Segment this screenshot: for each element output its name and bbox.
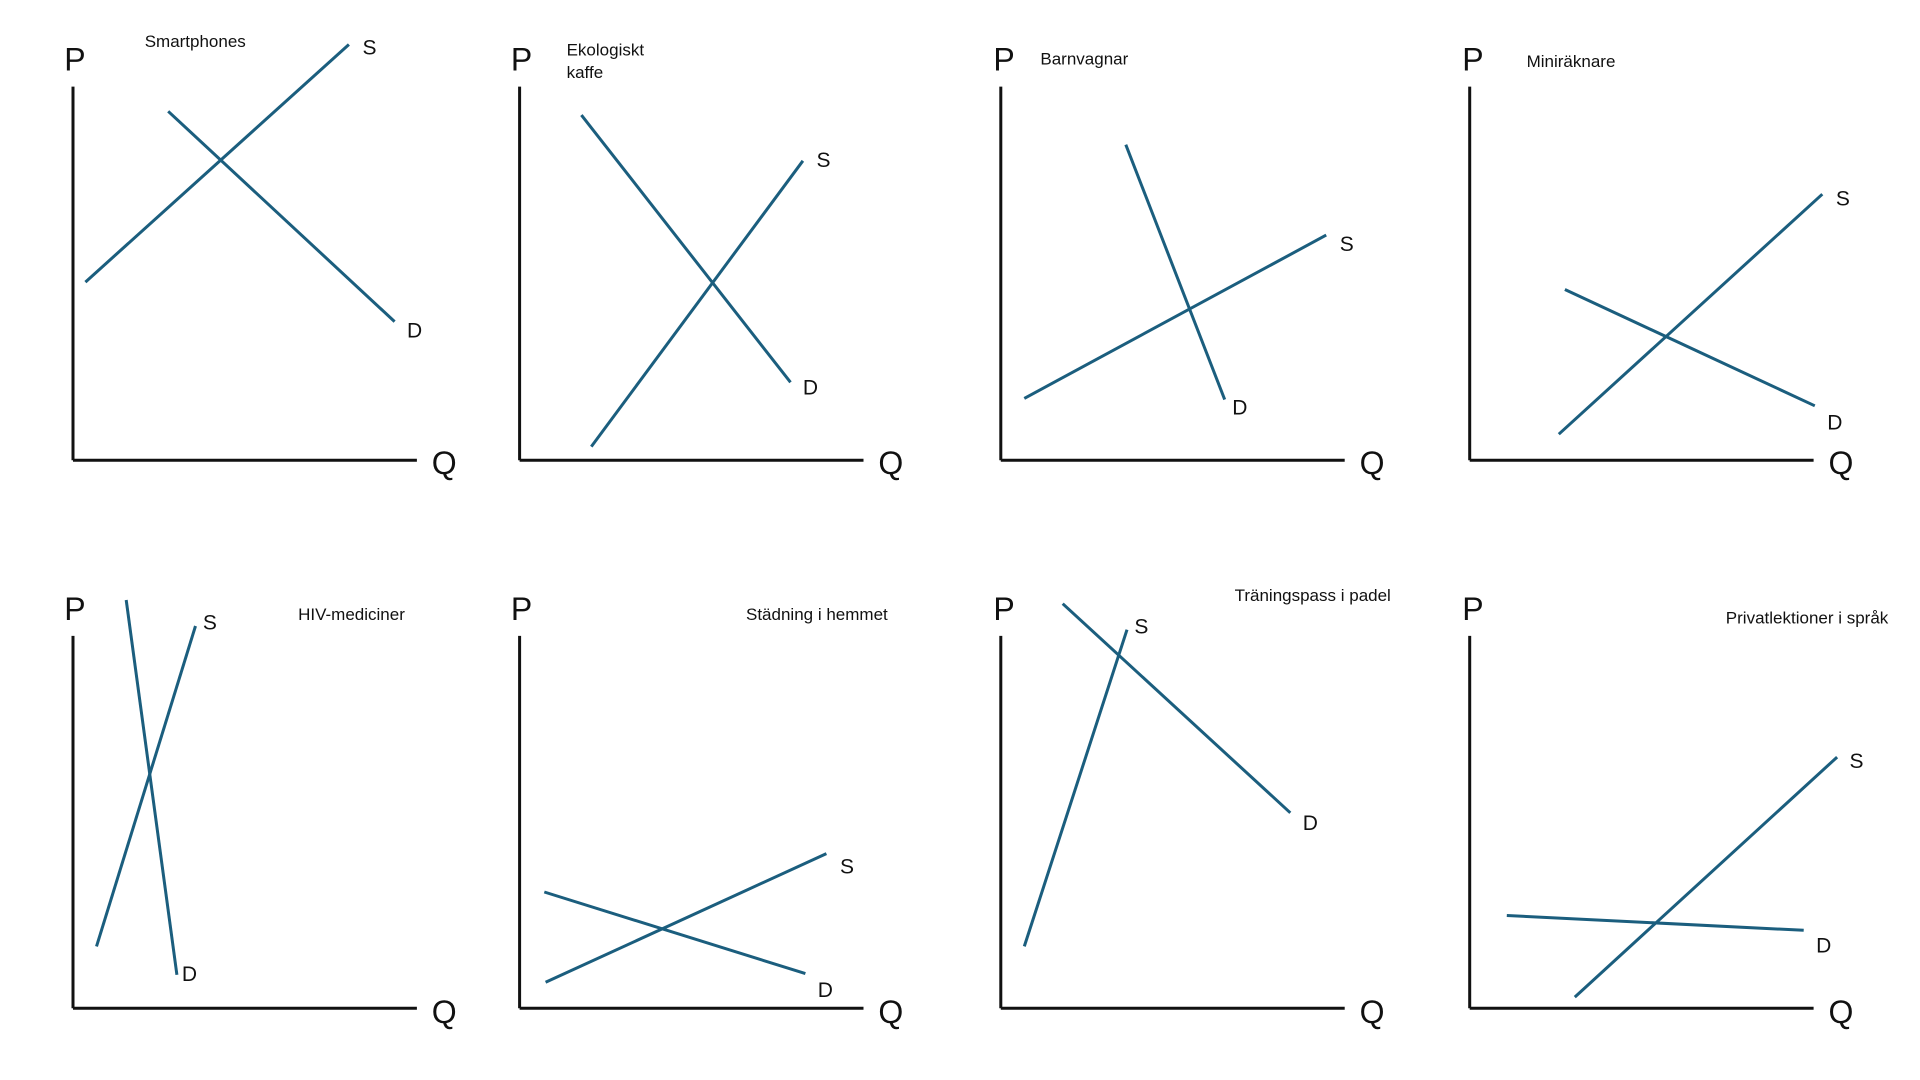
demand-curve	[124, 599, 179, 976]
demand-curve-label: D	[1827, 411, 1842, 434]
supply-curve	[1022, 629, 1129, 947]
supply-curve	[1573, 755, 1839, 999]
supply-curve	[1557, 193, 1824, 436]
diagram-title: Privatlektioner i språk	[1726, 609, 1889, 628]
quantity-axis-label: Q	[432, 994, 457, 1030]
demand-curve-label: D	[1303, 812, 1318, 835]
demand-curve	[1124, 144, 1227, 401]
price-axis-label: P	[64, 42, 85, 78]
supply-curve-label: S	[840, 855, 854, 878]
diagram-title: Städning i hemmet	[746, 605, 888, 624]
quantity-axis-label: Q	[878, 994, 903, 1030]
demand-curve-label: D	[182, 963, 197, 986]
diagram-traningspass-i-padel: P Q Träningspass i padel S D	[993, 586, 1390, 1030]
supply-curve-label: S	[1836, 187, 1850, 210]
price-axis-label: P	[511, 591, 532, 627]
diagram-title: HIV-mediciner	[298, 605, 405, 624]
quantity-axis-label: Q	[1360, 994, 1385, 1030]
price-axis-label: P	[993, 42, 1014, 78]
price-axis-label: P	[1462, 591, 1483, 627]
demand-curve-label: D	[1232, 396, 1247, 419]
quantity-axis-label: Q	[1829, 445, 1854, 481]
diagram-title: Miniräknare	[1527, 52, 1616, 71]
diagram-title: kaffe	[567, 63, 604, 82]
supply-curve-label: S	[1850, 750, 1864, 773]
quantity-axis-label: Q	[432, 445, 457, 481]
diagram-title: Smartphones	[145, 32, 246, 51]
demand-curve	[1564, 288, 1816, 408]
supply-curve-label: S	[203, 612, 217, 635]
diagram-smartphones: P Q Smartphones S D	[64, 32, 456, 481]
quantity-axis-label: Q	[1360, 445, 1385, 481]
diagram-title: Barnvagnar	[1040, 49, 1128, 68]
supply-curve	[544, 852, 828, 984]
quantity-axis-label: Q	[878, 445, 903, 481]
diagram-barnvagnar: P Q Barnvagnar S D	[993, 42, 1384, 481]
quantity-axis-label: Q	[1829, 994, 1854, 1030]
diagram-ekologiskt-kaffe: P Q Ekologiskt kaffe S D	[511, 41, 903, 481]
price-axis-label: P	[511, 42, 532, 78]
diagram-privatlektioner-i-sprak: P Q Privatlektioner i språk S D	[1462, 591, 1889, 1030]
demand-curve-label: D	[803, 377, 818, 400]
supply-curve-label: S	[363, 36, 377, 59]
price-axis-label: P	[993, 591, 1014, 627]
supply-curve	[95, 625, 197, 947]
supply-curve-label: S	[1134, 615, 1148, 638]
diagram-miniräknare: P Q Miniräknare S D	[1462, 42, 1853, 481]
supply-curve	[1023, 233, 1327, 400]
price-axis-label: P	[64, 591, 85, 627]
supply-curve	[590, 159, 805, 448]
diagram-title: Träningspass i padel	[1235, 586, 1391, 605]
demand-curve	[543, 890, 806, 976]
demand-curve-label: D	[818, 979, 833, 1002]
supply-curve-label: S	[817, 149, 831, 172]
demand-curve	[1061, 602, 1292, 814]
price-axis-label: P	[1462, 42, 1483, 78]
diagram-hiv-mediciner: P Q HIV-mediciner S D	[64, 591, 456, 1030]
demand-curve	[167, 110, 396, 323]
demand-curve-label: D	[407, 320, 422, 343]
diagram-title: Ekologiskt	[567, 41, 645, 60]
demand-curve-label: D	[1816, 935, 1831, 958]
demand-curve	[1506, 914, 1804, 932]
supply-curve	[84, 43, 350, 284]
supply-curve-label: S	[1340, 233, 1354, 256]
demand-curve	[580, 114, 792, 384]
diagram-städning-i-hemmet: P Q Städning i hemmet S D	[511, 591, 903, 1030]
